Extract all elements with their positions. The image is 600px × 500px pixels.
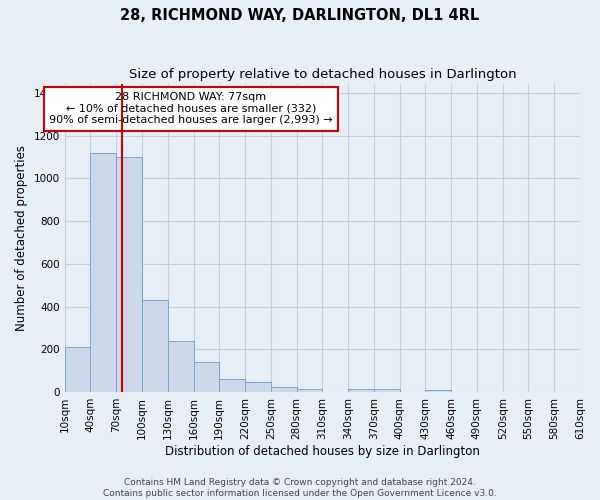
X-axis label: Distribution of detached houses by size in Darlington: Distribution of detached houses by size … [165,444,480,458]
Bar [425,390,451,392]
Bar [91,153,116,392]
Text: Contains HM Land Registry data © Crown copyright and database right 2024.
Contai: Contains HM Land Registry data © Crown c… [103,478,497,498]
Text: 28, RICHMOND WAY, DARLINGTON, DL1 4RL: 28, RICHMOND WAY, DARLINGTON, DL1 4RL [121,8,479,22]
Bar [168,341,193,392]
Bar [348,389,374,392]
Title: Size of property relative to detached houses in Darlington: Size of property relative to detached ho… [128,68,516,80]
Bar [271,386,296,392]
Bar [219,380,245,392]
Bar [142,300,168,392]
Bar [374,389,400,392]
Bar [245,382,271,392]
Text: 28 RICHMOND WAY: 77sqm
← 10% of detached houses are smaller (332)
90% of semi-de: 28 RICHMOND WAY: 77sqm ← 10% of detached… [49,92,333,126]
Bar [65,347,91,392]
Bar [116,157,142,392]
Bar [296,389,322,392]
Y-axis label: Number of detached properties: Number of detached properties [15,146,28,332]
Bar [193,362,219,392]
